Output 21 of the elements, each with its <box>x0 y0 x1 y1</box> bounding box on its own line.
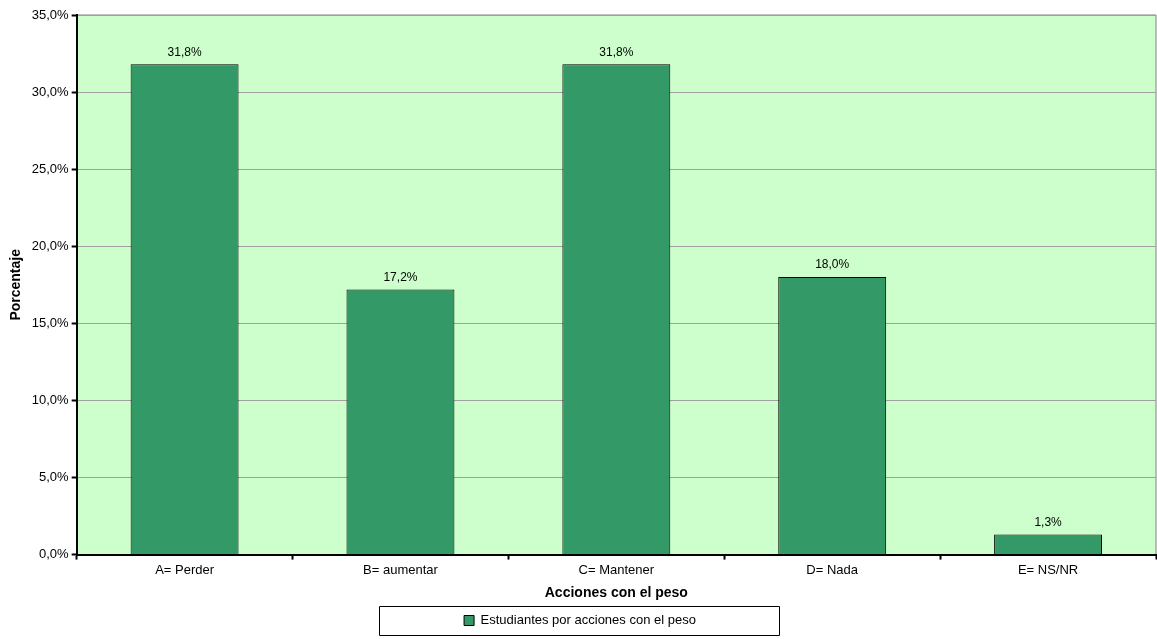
data-label: 17,2% <box>383 269 418 284</box>
data-label: 18,0% <box>815 257 850 272</box>
data-label: 31,8% <box>599 44 634 59</box>
x-tick-label: A= Perder <box>155 561 215 577</box>
x-tick-label: E= NS/NR <box>1017 561 1079 577</box>
x-tick-label: D= Nada <box>806 561 859 577</box>
y-tick-label: 25,0% <box>31 160 70 176</box>
y-tick-label: 0,0% <box>39 546 70 562</box>
data-label: 31,8% <box>167 44 202 59</box>
y-tick-label: 10,0% <box>31 392 70 408</box>
x-tick-label: B= aumentar <box>363 561 439 577</box>
y-tick-label: 20,0% <box>31 237 70 253</box>
x-axis-title: Acciones con el peso <box>544 584 688 601</box>
legend-label: Estudiantes por acciones con el peso <box>480 612 696 628</box>
y-tick-label: 5,0% <box>39 469 70 485</box>
y-axis-title: Porcentaje <box>7 248 24 321</box>
data-label: 1,3% <box>1034 514 1063 529</box>
y-tick-label: 35,0% <box>31 6 70 22</box>
y-tick-label: 15,0% <box>31 314 70 330</box>
x-tick-label: C= Mantener <box>578 561 655 577</box>
y-tick-label: 30,0% <box>31 83 70 99</box>
